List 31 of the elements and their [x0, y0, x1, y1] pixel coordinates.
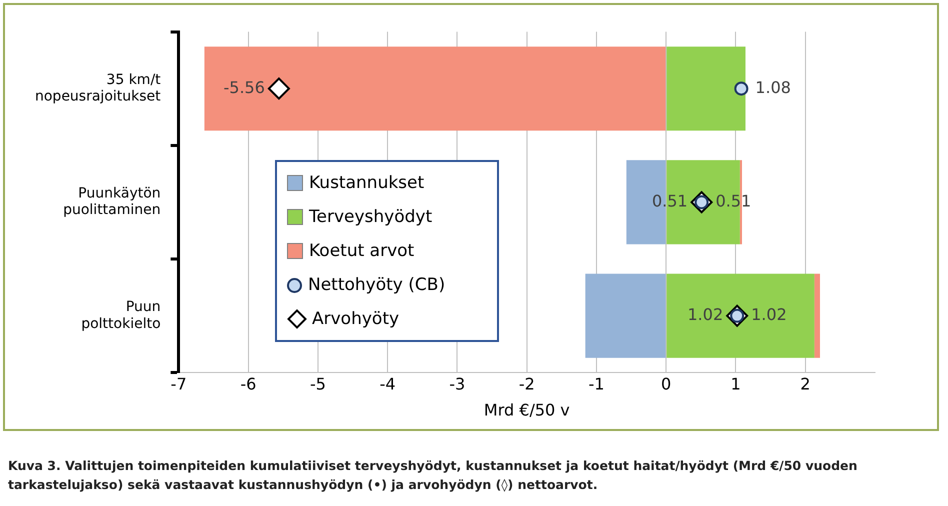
bar [666, 46, 746, 131]
bar [814, 274, 820, 358]
data-label: -5.56 [224, 78, 265, 97]
x-tick-label: 0 [661, 374, 672, 394]
point [734, 82, 748, 96]
bar [585, 274, 666, 358]
bar [666, 274, 814, 358]
text: Kuva 3. Valittujen toimenpiteiden kumulatiiviset terveyshyödyt, kustannukset ja koetut haitat/hyödyt (Mrd €/50 vuoden tarkastelujakso) sekä vastaavat kustannushyödyn (•) ja arvohyödyn (◊) nettoarvot. [8, 457, 858, 494]
data-label: 1.02 [751, 304, 787, 324]
x-tick-label: -4 [380, 374, 396, 394]
y-tick-label: 35 km/t nopeusrajoitukset [34, 72, 162, 105]
x-tick-label: -2 [518, 374, 535, 394]
bar [204, 46, 666, 131]
legend-label: Kustannukset [309, 173, 424, 193]
y-tick-label: Puunkäytön puolittaminen [63, 185, 161, 218]
x-tick-label: -3 [449, 374, 466, 394]
legend-label: Koetut arvot [309, 241, 414, 261]
x-tick-label: -7 [170, 374, 187, 394]
y-tick-label: Puun polttokielto [81, 299, 161, 332]
legend-label: Arvohyöty [312, 309, 400, 329]
legend-label: Nettohyöty (CB) [308, 275, 446, 295]
data-label: 1.02 [688, 304, 724, 324]
x-axis-title: Mrd €/50 v [484, 400, 570, 420]
x-tick-label: 2 [800, 374, 810, 394]
x-tick-label: 1 [730, 374, 741, 394]
x-tick-label: -5 [310, 374, 326, 394]
legend-label: Terveyshyödyt [309, 207, 432, 227]
point [268, 78, 290, 100]
x-tick-label: -6 [240, 374, 256, 394]
data-label: 1.08 [755, 78, 791, 97]
x-tick-label: -1 [588, 374, 604, 394]
